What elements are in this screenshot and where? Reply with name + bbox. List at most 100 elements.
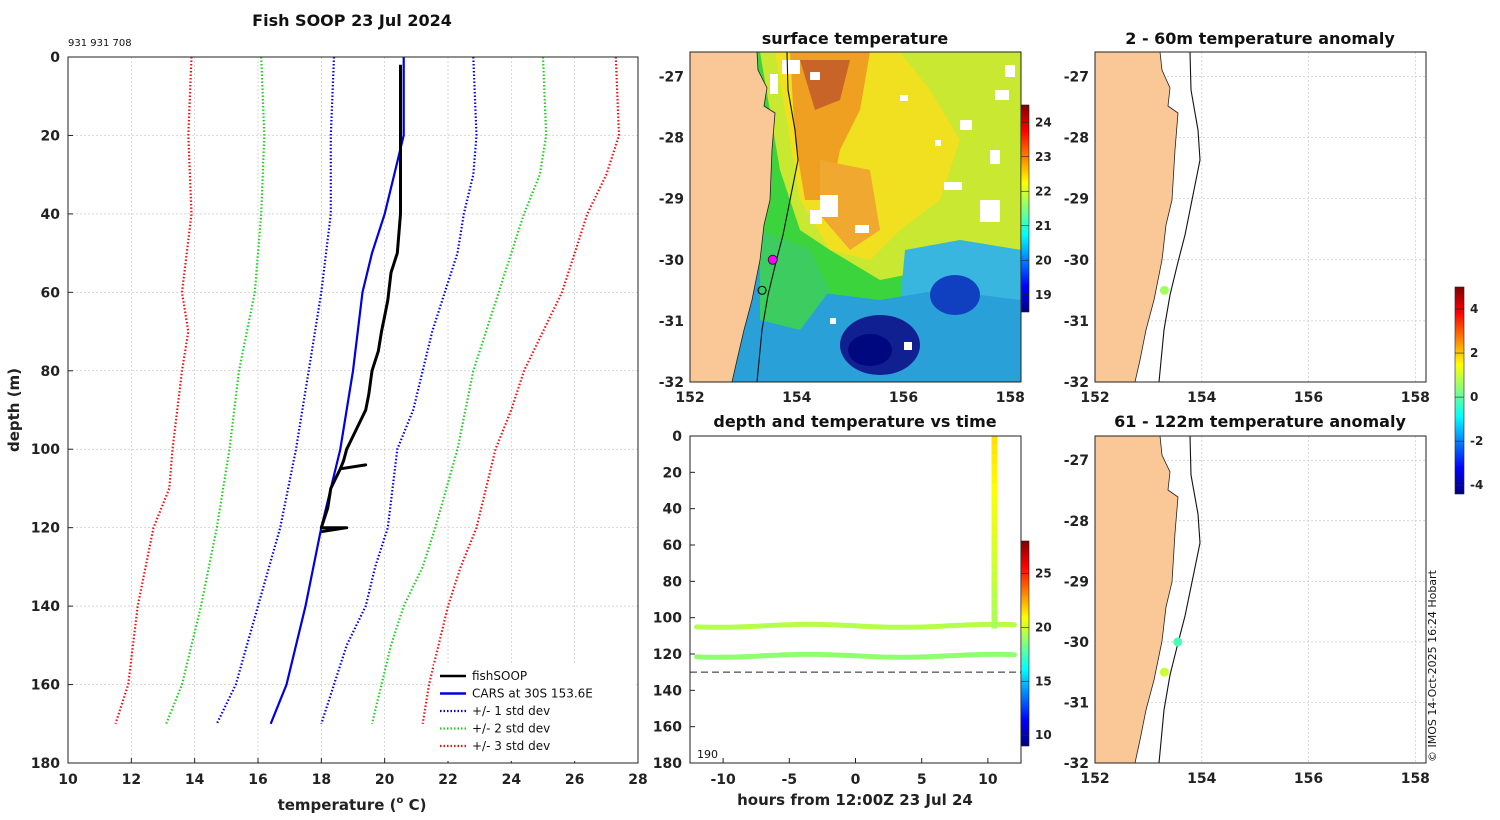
- depth-time-trace-upper: [694, 621, 1017, 630]
- profile-series--3-std-dev: [421, 56, 621, 724]
- profile-title: Fish SOOP 23 Jul 2024: [252, 11, 452, 30]
- depth-time-ytick-label: 120: [653, 647, 682, 663]
- sst-colorbar-label: 22: [1035, 184, 1052, 198]
- depth-time-trace-lower: [694, 651, 1017, 660]
- anomaly-lower-ytick-label: -31: [1064, 695, 1089, 711]
- anomaly-upper-title: 2 - 60m temperature anomaly: [1125, 29, 1395, 48]
- sst-colorbar-label: 23: [1035, 150, 1052, 164]
- depth-time-ytick-label: 100: [653, 611, 682, 627]
- depth-time-ytick-label: 20: [663, 465, 683, 481]
- sst-panel: surface temperature: [659, 29, 1052, 406]
- profile-xtick-label: 14: [185, 772, 205, 788]
- anomaly-colorbar-label: 0: [1470, 390, 1478, 404]
- profile-ytick-label: 180: [31, 756, 60, 772]
- anomaly-lower-panel: 61 - 122m temperature anomaly 152 154 156 1…: [1064, 412, 1430, 787]
- profile-xtick-label: 20: [375, 772, 395, 788]
- sst-ytick-label: -30: [659, 253, 685, 269]
- depth-time-ytick-label: 40: [663, 502, 683, 518]
- anomaly-colorbar-label: 2: [1470, 346, 1478, 360]
- sst-colorbar-label: 24: [1035, 115, 1052, 129]
- profile-panel: Fish SOOP 23 Jul 2024 931 931 708 10 12 14…: [5, 11, 648, 814]
- anomaly-upper-shelf-contour: [1158, 52, 1201, 382]
- anomaly-upper-xtick-label: 156: [1294, 390, 1323, 406]
- depth-time-ytick-label: 140: [653, 683, 682, 699]
- anomaly-lower-point: [1173, 637, 1183, 647]
- depth-time-colorbar: [1020, 540, 1030, 747]
- anomaly-colorbar-label: -2: [1470, 434, 1483, 448]
- legend-entry: +/- 1 std dev: [472, 704, 550, 718]
- profile-ytick-label: 160: [31, 678, 60, 694]
- depth-time-xlabel: hours from 12:00Z 23 Jul 24: [737, 791, 973, 809]
- sst-ytick-label: -28: [659, 131, 684, 147]
- anomaly-lower-land: [1095, 436, 1179, 763]
- anomaly-lower-shelf-contour: [1158, 436, 1201, 763]
- anomaly-lower-title: 61 - 122m temperature anomaly: [1114, 412, 1406, 431]
- profile-ytick-label: 0: [50, 50, 60, 66]
- profile-id-text: 931 931 708: [68, 38, 132, 49]
- anomaly-upper-xtick-label: 152: [1080, 390, 1109, 406]
- depth-time-colorbar-label: 10: [1035, 728, 1052, 742]
- anomaly-lower-ytick-label: -32: [1064, 756, 1089, 772]
- anomaly-upper-panel: 2 - 60m temperature anomaly 152 154 156 158…: [1064, 29, 1430, 406]
- anomaly-lower-ytick-label: -29: [1064, 574, 1089, 590]
- sst-ytick-label: -32: [659, 375, 684, 391]
- depth-time-colorbar-label: 20: [1035, 620, 1052, 634]
- legend-box: [434, 664, 636, 761]
- sst-colorbar-label: 21: [1035, 219, 1052, 233]
- sst-ytick-label: -27: [659, 69, 684, 85]
- profile-xtick-label: 22: [438, 772, 457, 788]
- anomaly-lower-axes-frame: [1094, 435, 1427, 764]
- profile-ytick-label: 80: [41, 364, 61, 380]
- profile-ytick-label: 60: [41, 285, 61, 301]
- anomaly-lower-point: [1159, 667, 1169, 677]
- depth-time-xtick-label: -5: [782, 772, 798, 788]
- depth-time-colorbar-label: 15: [1035, 674, 1052, 688]
- profile-xtick-label: 16: [248, 772, 267, 788]
- sst-xtick-label: 156: [889, 390, 918, 406]
- depth-time-xtick-label: 5: [917, 772, 927, 788]
- anomaly-lower-xtick-label: 154: [1187, 771, 1216, 787]
- anomaly-lower-ytick-label: -27: [1064, 453, 1089, 469]
- profile-series--3-std-dev: [114, 56, 193, 725]
- profile-xtick-label: 10: [58, 772, 78, 788]
- sst-xtick-label: 158: [996, 390, 1025, 406]
- depth-time-title: depth and temperature vs time: [713, 412, 996, 431]
- sst-shelf-contour: [756, 52, 799, 382]
- anomaly-lower-ytick-label: -28: [1064, 514, 1089, 530]
- depth-time-axes-frame: [689, 435, 1022, 764]
- depth-time-ytick-label: 180: [653, 756, 682, 772]
- sst-xtick-label: 154: [782, 390, 811, 406]
- profile-ytick-label: 140: [31, 599, 60, 615]
- profile-axes-frame: [67, 56, 639, 764]
- depth-time-xtick-label: -10: [710, 772, 736, 788]
- depth-time-ytick-label: 0: [672, 429, 682, 445]
- anomaly-upper-ytick-label: -28: [1064, 131, 1089, 147]
- profile-xtick-label: 28: [628, 772, 647, 788]
- anomaly-upper-ytick-label: -29: [1064, 192, 1089, 208]
- anomaly-upper-land: [1095, 52, 1179, 382]
- anomaly-upper-ytick-label: -31: [1064, 314, 1089, 330]
- depth-time-xtick-label: 0: [851, 772, 861, 788]
- profile-series--2-std-dev: [370, 56, 548, 725]
- profile-xtick-label: 24: [502, 772, 522, 788]
- credit-text: © IMOS 14-Oct-2025 16:24 Hobart: [1426, 569, 1439, 762]
- profile-ylabel: depth (m): [5, 368, 23, 452]
- depth-time-colorbar-label: 25: [1035, 566, 1052, 580]
- profile-ytick-label: 100: [31, 442, 60, 458]
- depth-time-bottom-label: 190: [697, 748, 718, 761]
- sst-marker-previous: [757, 285, 767, 295]
- sst-ytick-label: -31: [659, 314, 684, 330]
- anomaly-upper-xtick-label: 154: [1187, 390, 1216, 406]
- sst-colorbar-label: 19: [1035, 288, 1052, 302]
- legend-entry: +/- 3 std dev: [472, 739, 550, 753]
- profile-ytick-label: 20: [41, 128, 61, 144]
- anomaly-colorbar-label: 4: [1470, 302, 1478, 316]
- sst-land: [690, 52, 776, 382]
- profile-series-cars-at-30s-153-6e: [269, 57, 405, 725]
- sst-colorbar: [1020, 104, 1030, 313]
- profile-xtick-label: 12: [122, 772, 141, 788]
- sst-colorbar-label: 20: [1035, 253, 1052, 267]
- sst-missing-data: [770, 60, 1015, 350]
- profile-xtick-label: 26: [565, 772, 584, 788]
- sst-title: surface temperature: [762, 29, 949, 48]
